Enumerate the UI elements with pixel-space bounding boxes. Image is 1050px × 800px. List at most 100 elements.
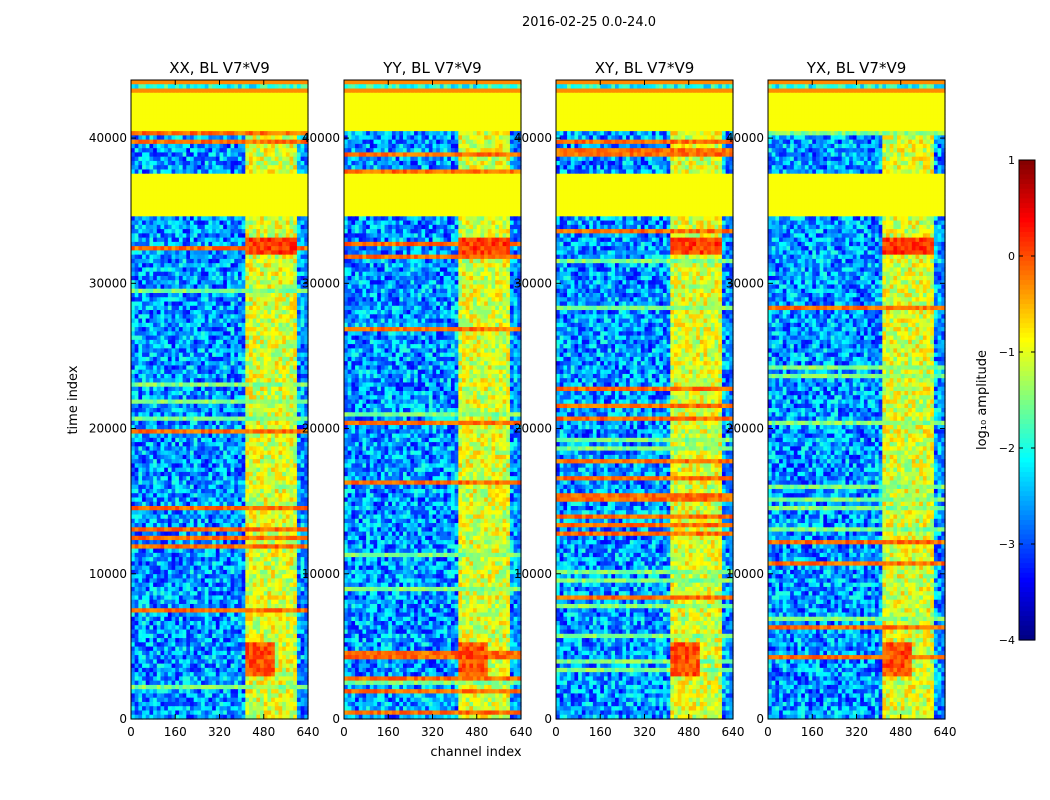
heatmap-cell [271, 92, 276, 98]
heatmap-cell [193, 169, 198, 175]
heatmap-cell [245, 518, 250, 524]
heatmap-cell [178, 288, 184, 294]
heatmap-cell [156, 390, 162, 396]
heatmap-cell [190, 305, 195, 311]
heatmap-cell [156, 280, 162, 286]
heatmap-cell [241, 390, 246, 396]
heatmap-cell [252, 480, 257, 486]
heatmap-cell [223, 450, 228, 456]
heatmap-cell [256, 497, 261, 503]
heatmap-cell [282, 459, 287, 464]
heatmap-cell [160, 97, 165, 102]
heatmap-cell [256, 395, 261, 401]
heatmap-cell [237, 80, 243, 85]
heatmap-cell [285, 233, 291, 239]
heatmap-cell [271, 518, 276, 524]
heatmap-cell [278, 305, 283, 311]
heatmap-cell [160, 233, 165, 239]
heatmap-cell [178, 182, 184, 188]
heatmap-cell [241, 412, 246, 418]
heatmap-cell [149, 237, 154, 243]
heatmap-cell [201, 250, 206, 256]
heatmap-cell [296, 412, 302, 418]
heatmap-cell [197, 105, 202, 111]
heatmap-cell [138, 275, 143, 281]
heatmap-cell [249, 501, 254, 507]
heatmap-cell [186, 356, 191, 362]
heatmap-cell [186, 122, 191, 128]
heatmap-cell [145, 450, 151, 456]
heatmap-cell [131, 352, 136, 358]
heatmap-cell [226, 450, 232, 456]
heatmap-cell [201, 335, 206, 341]
heatmap-cell [190, 246, 195, 251]
heatmap-cell [171, 297, 176, 303]
heatmap-cell [182, 463, 187, 469]
heatmap-cell [282, 288, 287, 294]
heatmap-cell [142, 344, 147, 349]
heatmap-cell [304, 493, 309, 499]
heatmap-cell [304, 101, 309, 107]
heatmap-cell [186, 267, 191, 273]
heatmap-cell [197, 160, 202, 166]
heatmap-cell [300, 165, 305, 171]
heatmap-cell [149, 480, 154, 486]
heatmap-cell [249, 233, 254, 239]
heatmap-cell [278, 173, 283, 179]
heatmap-cell [131, 348, 136, 354]
heatmap-cell [296, 182, 302, 188]
heatmap-cell [156, 237, 162, 243]
heatmap-cell [234, 361, 239, 367]
heatmap-cell [234, 463, 239, 469]
heatmap-cell [145, 488, 151, 494]
heatmap-cell [182, 420, 187, 426]
heatmap-cell [164, 442, 169, 447]
heatmap-cell [149, 429, 154, 435]
heatmap-cell [212, 305, 217, 311]
heatmap-cell [131, 305, 136, 311]
heatmap-cell [212, 493, 217, 499]
heatmap-cell [131, 224, 136, 230]
heatmap-cell [182, 386, 187, 392]
heatmap-cell [263, 250, 269, 256]
heatmap-cell [142, 224, 147, 230]
heatmap-cell [234, 169, 239, 175]
heatmap-cell [223, 501, 228, 507]
heatmap-cell [175, 365, 180, 371]
heatmap-cell [208, 412, 213, 418]
heatmap-cell [204, 250, 210, 256]
heatmap-cell [285, 229, 291, 234]
heatmap-cell [167, 156, 173, 162]
heatmap-cell [164, 207, 169, 213]
heatmap-cell [190, 80, 195, 85]
heatmap-cell [167, 212, 173, 217]
heatmap-cell [153, 216, 158, 222]
heatmap-cell [138, 199, 143, 205]
heatmap-cell [178, 280, 184, 286]
heatmap-cell [263, 510, 269, 516]
heatmap-cell [249, 437, 254, 443]
heatmap-cell [285, 327, 291, 332]
heatmap-cell [212, 152, 217, 158]
heatmap-cell [182, 433, 187, 439]
heatmap-cell [300, 275, 305, 281]
heatmap-cell [204, 390, 210, 396]
heatmap-cell [171, 301, 176, 307]
heatmap-cell [252, 352, 257, 358]
heatmap-cell [153, 182, 158, 188]
heatmap-cell [208, 237, 213, 243]
heatmap-cell [142, 263, 147, 269]
heatmap-cell [186, 160, 191, 166]
heatmap-cell [186, 386, 191, 392]
heatmap-cell [274, 416, 280, 422]
heatmap-cell [160, 446, 165, 452]
heatmap-cell [263, 305, 269, 311]
heatmap-cell [289, 233, 294, 239]
heatmap-cell [193, 237, 198, 243]
heatmap-cell [249, 510, 254, 516]
heatmap-cell [212, 97, 217, 102]
heatmap-cell [145, 229, 151, 234]
heatmap-cell [178, 284, 184, 290]
heatmap-cell [197, 386, 202, 392]
heatmap-cell [131, 254, 136, 260]
